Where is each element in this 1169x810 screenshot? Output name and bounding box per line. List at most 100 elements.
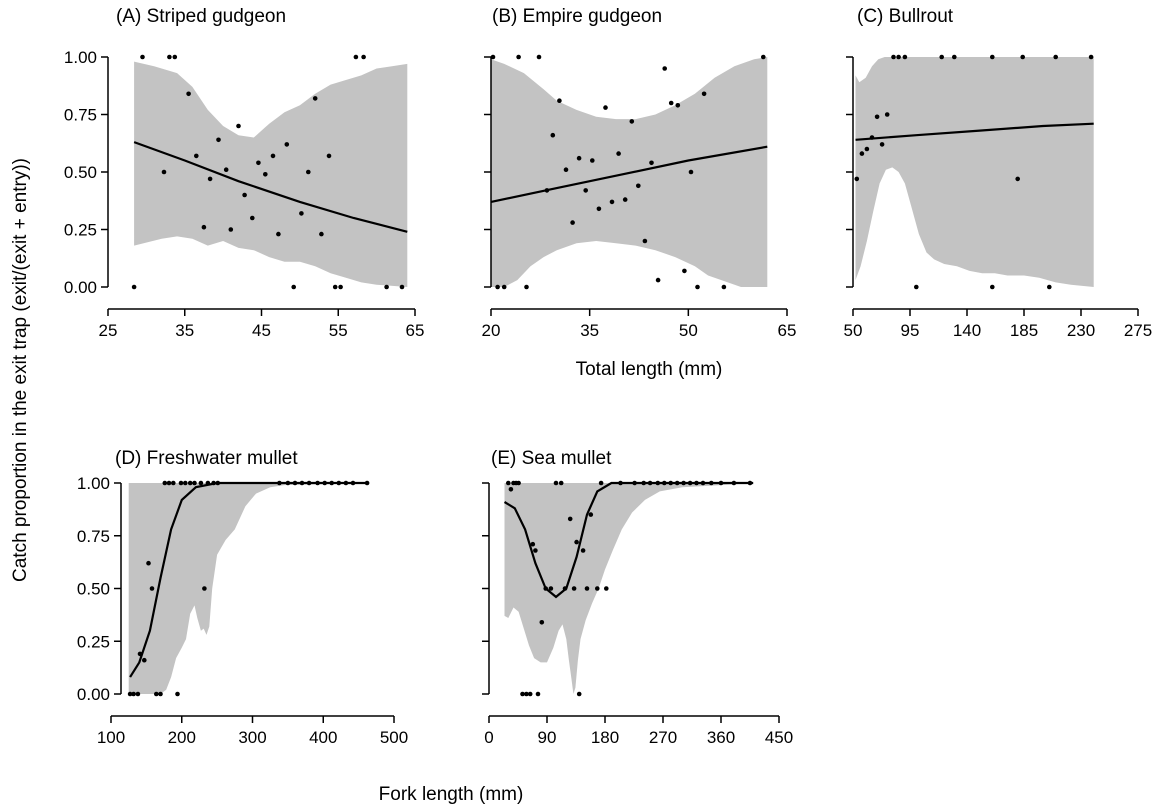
- fitted-line: [133, 141, 408, 233]
- data-point: [140, 54, 145, 60]
- data-point: [902, 54, 908, 60]
- x-tick-label: 50: [844, 321, 863, 340]
- data-point: [332, 284, 338, 290]
- data-point: [595, 586, 600, 591]
- data-point: [731, 480, 737, 486]
- data-point: [655, 480, 661, 486]
- data-point: [539, 620, 545, 625]
- data-point: [336, 480, 342, 486]
- data-point: [952, 54, 957, 60]
- data-point: [914, 284, 919, 290]
- data-point: [1015, 176, 1020, 182]
- data-point: [142, 657, 147, 663]
- data-point: [891, 54, 896, 60]
- data-point: [543, 586, 548, 591]
- y-tick-label: 0.75: [64, 106, 97, 125]
- data-point: [701, 91, 707, 97]
- data-point: [583, 188, 588, 193]
- y-tick-label: 0.25: [77, 632, 110, 651]
- panel-title: (A) Striped gudgeon: [116, 6, 286, 27]
- data-point: [557, 98, 562, 103]
- data-point: [588, 512, 594, 517]
- x-tick-label: 500: [380, 728, 408, 747]
- data-point: [520, 691, 525, 697]
- data-point: [194, 153, 199, 159]
- data-point: [1047, 284, 1052, 290]
- panel-b: 20 35 50 65 (B) Empire gudgeon: [482, 6, 797, 340]
- x-axis-label-top: Total length (mm): [576, 359, 723, 380]
- x-tick-label: 185: [1010, 321, 1038, 340]
- data-point: [215, 480, 221, 486]
- data-point: [178, 480, 184, 486]
- x-tick-label: 90: [538, 728, 557, 747]
- data-point: [622, 197, 628, 202]
- y-tick-label: 0.50: [64, 163, 97, 182]
- data-point: [162, 480, 168, 486]
- data-point: [629, 119, 635, 124]
- data-point: [632, 480, 637, 486]
- data-point: [681, 480, 686, 486]
- data-point: [524, 691, 529, 697]
- data-point: [655, 277, 661, 283]
- data-point: [508, 487, 514, 492]
- data-point: [495, 284, 500, 290]
- data-point: [553, 480, 559, 486]
- data-point: [501, 284, 507, 290]
- panel-title: (C) Bullrout: [857, 6, 954, 27]
- data-point: [292, 480, 298, 486]
- x-axis-label-bottom: Fork length (mm): [379, 784, 524, 805]
- y-tick-label: 1.00: [64, 48, 97, 67]
- data-point: [524, 284, 529, 290]
- data-point: [187, 480, 193, 486]
- x-tick-label: 230: [1067, 321, 1095, 340]
- data-point: [700, 480, 706, 486]
- data-point: [149, 586, 155, 591]
- x-tick-label: 20: [482, 321, 501, 340]
- data-point: [207, 176, 213, 182]
- data-point: [158, 691, 163, 697]
- data-point: [688, 169, 694, 175]
- data-point: [990, 284, 995, 290]
- data-point: [590, 158, 595, 163]
- data-point: [384, 284, 389, 290]
- data-point: [609, 199, 615, 205]
- data-point: [896, 54, 901, 60]
- y-axis-label: Catch proportion in the exit trap (exit/…: [10, 158, 31, 582]
- data-point: [186, 91, 191, 97]
- data-point: [709, 480, 714, 486]
- data-point: [154, 691, 159, 697]
- data-point: [277, 480, 282, 486]
- data-point: [668, 100, 674, 106]
- data-point: [533, 548, 538, 553]
- data-point: [167, 54, 172, 60]
- data-point: [205, 480, 211, 486]
- data-point: [276, 231, 281, 237]
- data-point: [536, 54, 542, 60]
- y-tick-label: 0.00: [64, 278, 97, 297]
- data-point: [636, 183, 641, 189]
- data-point: [506, 480, 511, 486]
- data-point: [223, 167, 229, 172]
- x-tick-label: 100: [97, 728, 125, 747]
- data-point: [192, 480, 197, 486]
- x-tick-label: 25: [99, 321, 118, 340]
- x-tick-label: 65: [406, 321, 425, 340]
- data-point: [563, 167, 569, 172]
- x-tick-label: 300: [238, 728, 266, 747]
- data-point: [721, 284, 727, 290]
- x-tick-label: 95: [901, 321, 920, 340]
- data-point: [175, 691, 180, 697]
- data-point: [315, 480, 320, 486]
- data-point: [322, 480, 328, 486]
- panel-title: (E) Sea mullet: [491, 448, 612, 469]
- data-point: [544, 188, 550, 193]
- data-point: [548, 586, 554, 591]
- data-point: [580, 548, 586, 553]
- data-point: [350, 480, 356, 486]
- data-point: [576, 155, 582, 161]
- data-point: [202, 586, 207, 591]
- data-point: [598, 480, 604, 486]
- y-tick-label: 0.75: [77, 527, 110, 546]
- data-point: [326, 153, 332, 159]
- data-point: [616, 151, 621, 156]
